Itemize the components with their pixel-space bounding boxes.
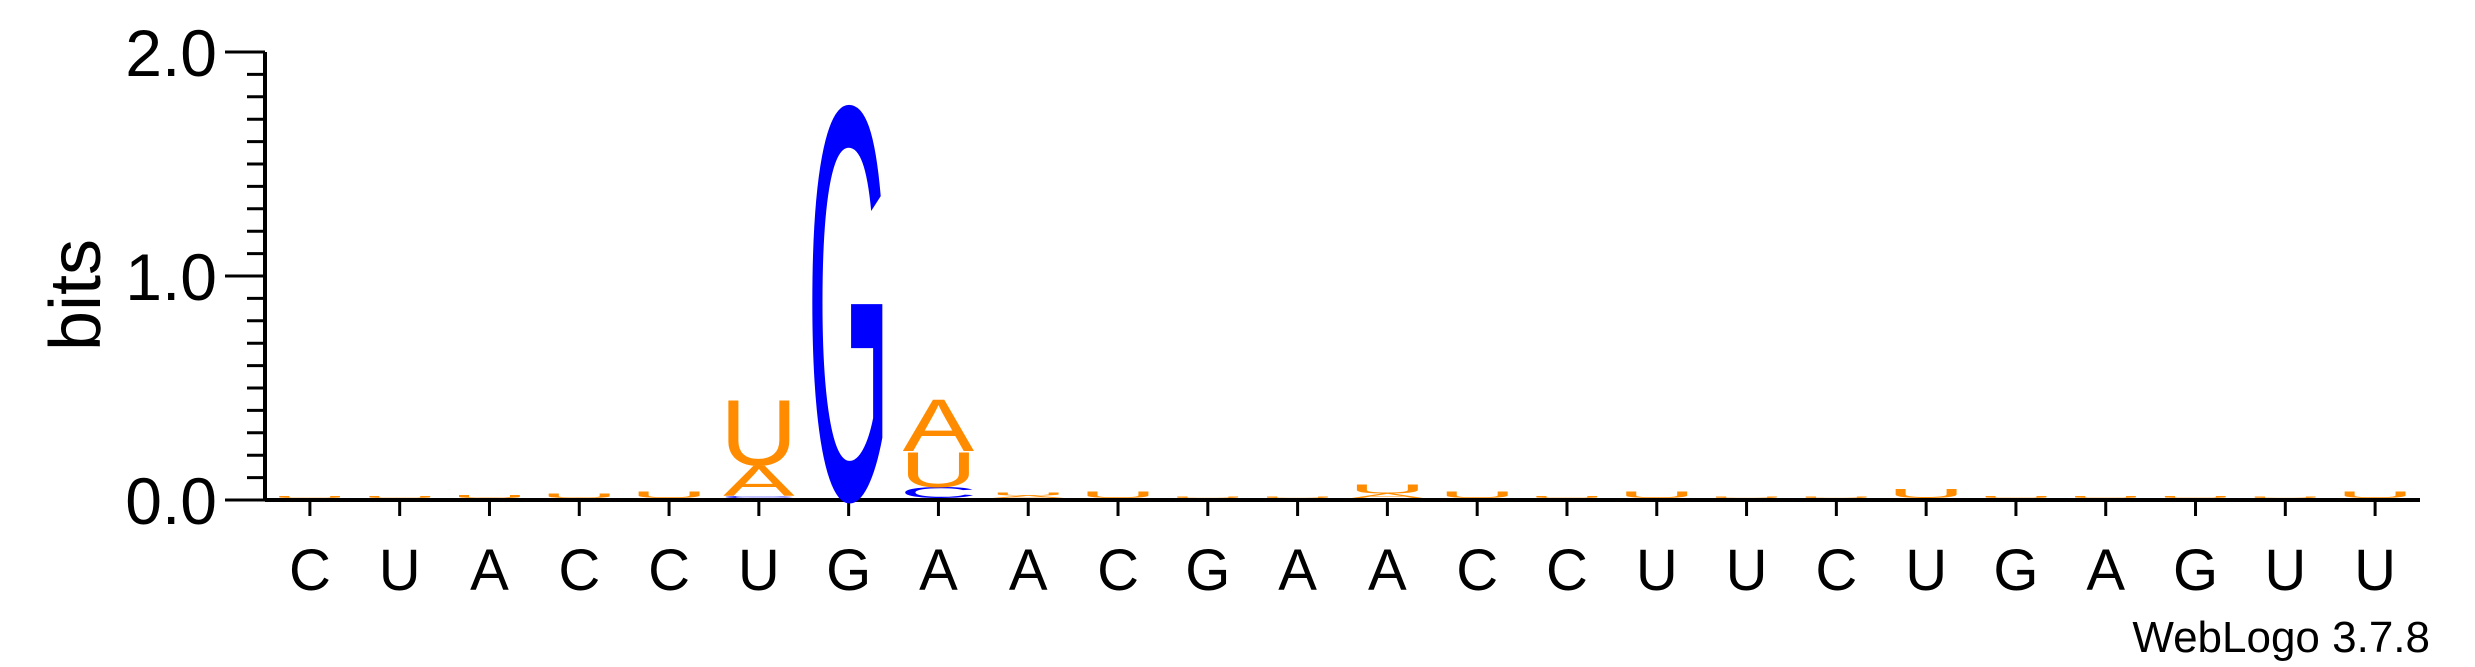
y-axis-label: bits <box>36 239 116 351</box>
logo-letter-glyph: U <box>1169 497 1246 499</box>
logo-letter: U <box>720 381 797 485</box>
logo-letter: U <box>1798 497 1875 499</box>
logo-letter: G <box>807 0 890 617</box>
logo-letter: U <box>2247 497 2324 499</box>
x-tick-label: A <box>2086 538 2125 603</box>
logo-letter-glyph: C <box>900 484 977 501</box>
logo-letter: U <box>1079 490 1156 500</box>
logo-letter-glyph: A <box>1352 492 1424 499</box>
logo-letter-glyph: U <box>2067 496 2144 499</box>
logo-letter-glyph: U <box>1708 497 1785 499</box>
x-tick-label: C <box>289 538 331 603</box>
logo-letter-glyph: U <box>2247 497 2324 499</box>
x-tick-label: U <box>1636 538 1678 603</box>
x-tick-label: G <box>2173 538 2218 603</box>
x-tick-label: C <box>1546 538 1588 603</box>
logo-letter-glyph: U <box>720 381 797 485</box>
logo-letter-glyph: U <box>361 495 438 498</box>
x-tick-label: A <box>1368 538 1407 603</box>
x-tick-label: A <box>1278 538 1317 603</box>
logo-letter: U <box>630 490 707 500</box>
x-tick-label: A <box>1009 538 1048 603</box>
y-tick-label: 1.0 <box>125 240 217 314</box>
x-tick-label: U <box>738 538 780 603</box>
x-tick-label: C <box>558 538 600 603</box>
x-tick-label: C <box>1097 538 1139 603</box>
x-tick-label: U <box>2264 538 2306 603</box>
logo-letter: A <box>1352 492 1424 499</box>
credit-label: WebLogo 3.7.8 <box>2132 613 2430 662</box>
logo-letter: A <box>903 383 975 467</box>
logo-letter-glyph: U <box>1528 496 1605 499</box>
logo-letter-glyph: U <box>990 491 1067 496</box>
logo-letter: U <box>271 496 348 499</box>
logo-letter-glyph: G <box>807 0 890 617</box>
logo-letter-glyph: U <box>1977 495 2054 498</box>
logo-letter: U <box>1169 497 1246 499</box>
logo-letter-glyph: U <box>1887 487 1964 501</box>
logo-letter-glyph: U <box>451 494 528 499</box>
logo-letter: U <box>1708 497 1785 499</box>
logo-letter-glyph: A <box>992 495 1064 499</box>
x-tick-label: C <box>648 538 690 603</box>
x-tick-label: U <box>2354 538 2396 603</box>
logo-letter: U <box>361 495 438 498</box>
logo-letter-glyph: U <box>1079 490 1156 500</box>
logo-letter-glyph: U <box>630 490 707 500</box>
logo-letter: C <box>720 496 797 499</box>
logo-letter: U <box>2157 496 2234 499</box>
logo-letter-glyph: C <box>720 496 797 499</box>
logo-letter-glyph: U <box>271 496 348 499</box>
logo-letter: U <box>1977 495 2054 498</box>
logo-letter-glyph: A <box>723 457 795 505</box>
x-tick-label: U <box>379 538 421 603</box>
logo-letter: A <box>992 495 1064 499</box>
logo-letter: U <box>1887 487 1964 501</box>
logo-letter: U <box>1349 482 1426 496</box>
x-tick-label: G <box>1185 538 1230 603</box>
logo-letter: U <box>1438 490 1515 500</box>
x-tick-label: U <box>1726 538 1768 603</box>
x-tick-label: C <box>1815 538 1857 603</box>
logo-letter: U <box>1618 490 1695 500</box>
logo-letter: U <box>990 491 1067 496</box>
logo-letter: U <box>2067 496 2144 499</box>
logo-letter: U <box>1528 496 1605 499</box>
logo-letter-glyph: U <box>2336 490 2413 500</box>
logo-letter-glyph: U <box>1259 497 1336 499</box>
x-tick-label: A <box>470 538 509 603</box>
logo-letter-glyph: U <box>1349 482 1426 496</box>
x-tick-label: C <box>1456 538 1498 603</box>
logo-letter-glyph: U <box>541 492 618 499</box>
y-axis: 0.0 1.0 2.0 <box>125 16 267 538</box>
y-tick-label: 0.0 <box>125 464 217 538</box>
logo-letter-glyph: U <box>1438 490 1515 500</box>
logo-letter-glyph: A <box>903 383 975 467</box>
logo-letter: U <box>2336 490 2413 500</box>
logo-letter: A <box>723 457 795 505</box>
logo-letter-glyph: U <box>900 442 977 498</box>
logo-letter: C <box>900 484 977 501</box>
logo-letter: U <box>1259 497 1336 499</box>
logo-letter-glyph: U <box>1618 490 1695 500</box>
x-tick-label: U <box>1905 538 1947 603</box>
x-tick-label: G <box>1993 538 2038 603</box>
y-tick-label: 2.0 <box>125 16 217 90</box>
logo-letter: U <box>900 442 977 498</box>
logo-letter: U <box>541 492 618 499</box>
logo-letter-glyph: U <box>1798 497 1875 499</box>
logo-letter: U <box>451 494 528 499</box>
x-tick-label: G <box>826 538 871 603</box>
logo-letter-glyph: U <box>2157 496 2234 499</box>
x-tick-label: A <box>919 538 958 603</box>
